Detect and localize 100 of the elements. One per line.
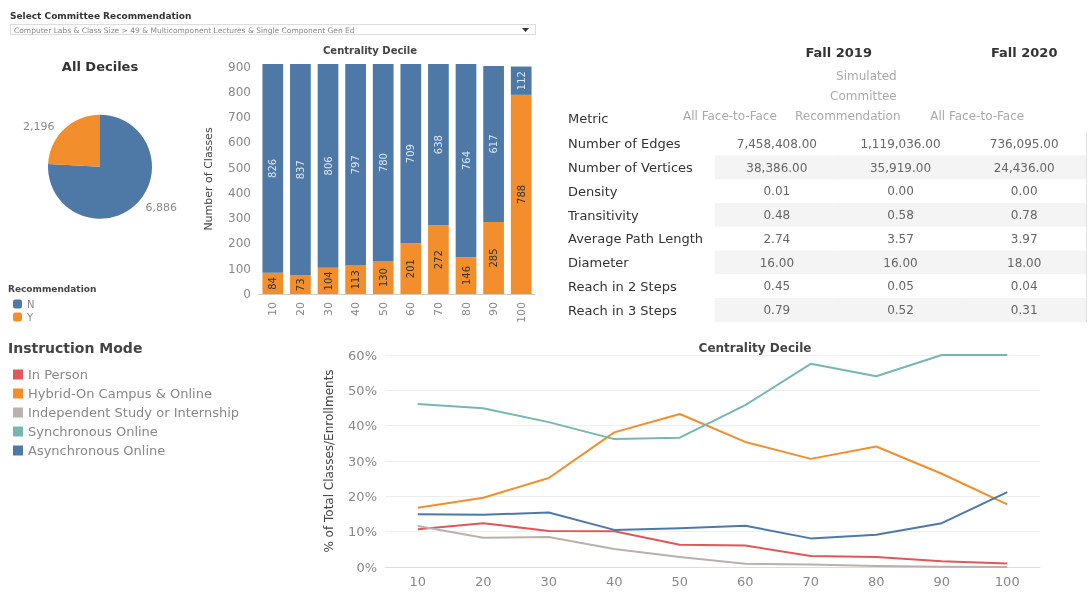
data-label: 112 [515, 71, 527, 91]
data-label: 146 [460, 266, 472, 286]
data-label: 617 [488, 134, 500, 154]
data-label: 0.78 [1010, 208, 1038, 223]
data-label: 7,458,408.00 [736, 136, 817, 151]
x-tick-label: 40 [349, 302, 363, 316]
x-tick-label: All Face-to-Face [930, 109, 1025, 123]
y-tick-label: 800 [228, 84, 251, 99]
y-tick-label: Density [568, 183, 618, 199]
x-tick-label: 20 [293, 302, 307, 316]
line-series [416, 354, 1009, 441]
bar [345, 64, 366, 266]
bar [262, 64, 284, 273]
data-label: 3.57 [887, 231, 914, 246]
legend-label: Synchronous Online [28, 424, 158, 439]
data-label: 0.05 [887, 279, 914, 294]
x-tick-label: 80 [459, 302, 473, 316]
data-label: 2,196 [22, 119, 55, 133]
data-label: 638 [432, 135, 444, 155]
y-tick-label: Reach in 2 Steps [568, 278, 677, 294]
bar [483, 66, 504, 222]
legend-title: Instruction Mode [8, 340, 143, 356]
legend-label: Independent Study or Internship [28, 405, 240, 420]
data-label: 788 [515, 184, 527, 204]
x-tick-label: 10 [266, 302, 280, 316]
data-label: 73 [294, 278, 306, 292]
y-tick-label: 300 [228, 211, 251, 226]
x-tick-label: 50 [376, 302, 390, 316]
y-axis-title: Metric [568, 110, 609, 126]
legend-title: Recommendation [8, 283, 97, 294]
text: Fall 2020 [990, 44, 1058, 60]
bar [290, 64, 311, 276]
text: Fall 2019 [805, 44, 872, 60]
y-tick-label: 60% [348, 347, 377, 363]
x-tick-label: 70 [802, 574, 820, 589]
legend-label: Hybrid-On Campus & Online [28, 386, 212, 401]
y-axis-title: Number of Classes [202, 127, 215, 231]
data-label: 16.00 [759, 255, 795, 270]
y-tick-label: 700 [228, 110, 251, 125]
data-label: 806 [322, 156, 334, 176]
x-tick-label: 40 [605, 574, 623, 589]
data-label: 201 [405, 259, 417, 279]
chart-title: All Deciles [61, 59, 139, 74]
y-tick-label: 20% [348, 488, 377, 504]
chart-title: Centrality Decile [323, 44, 418, 56]
data-label: 0.45 [763, 279, 791, 294]
bar [428, 225, 449, 294]
data-label: 0.58 [887, 208, 914, 223]
x-tick-label: 10 [409, 574, 427, 589]
data-label: 0.52 [887, 303, 914, 318]
y-tick-label: Number of Edges [568, 136, 681, 152]
x-tick-label: 20 [474, 574, 492, 589]
data-label: 272 [432, 250, 444, 270]
y-tick-label: 200 [228, 236, 251, 251]
y-tick-label: 500 [228, 160, 251, 175]
bar [345, 265, 366, 294]
data-label: 0.00 [1010, 184, 1038, 199]
y-tick-label: 40% [348, 418, 377, 434]
x-tick-label: 60 [404, 302, 418, 316]
data-label: 0.48 [763, 208, 791, 223]
x-tick-label: Simulated Committee Recommendation [795, 69, 901, 123]
x-tick-label: 80 [867, 574, 885, 589]
y-tick-label: Transitivity [567, 207, 640, 223]
data-label: 18.00 [1006, 255, 1042, 270]
data-label: 709 [405, 144, 417, 164]
data-label: 84 [267, 277, 279, 290]
data-label: 130 [377, 268, 389, 288]
data-label: 104 [322, 271, 334, 291]
y-tick-label: 30% [348, 453, 377, 469]
x-tick-label: All Face-to-Face [682, 109, 777, 123]
x-tick-label: 100 [994, 574, 1020, 589]
x-tick-label: 50 [671, 574, 689, 589]
data-label: 1,119,036.00 [860, 136, 941, 151]
data-label: 2.74 [763, 231, 791, 246]
data-label: 837 [294, 160, 306, 180]
legend-label: Y [26, 311, 34, 323]
y-tick-label: Average Path Length [568, 231, 704, 247]
x-tick-label: 90 [487, 302, 501, 316]
y-tick-label: Number of Vertices [568, 160, 694, 176]
line-series [416, 491, 1009, 540]
bar [372, 64, 394, 262]
data-label: 0.00 [887, 184, 914, 199]
bar [483, 221, 504, 294]
data-label: 0.79 [763, 303, 791, 318]
data-label: 38,386.00 [746, 160, 808, 175]
data-label: 3.97 [1010, 231, 1038, 246]
x-tick-label: 100 [514, 302, 528, 323]
legend-label: In Person [28, 367, 88, 382]
data-label: 797 [350, 155, 362, 175]
y-tick-label: 400 [228, 185, 251, 200]
y-tick-label: 600 [228, 135, 251, 150]
x-tick-label: 70 [431, 302, 445, 316]
data-label: 0.04 [1010, 279, 1038, 294]
data-label: 24,436.00 [993, 160, 1055, 175]
y-axis-title: % of Total Classes/Enrollments [322, 369, 336, 553]
data-label: 16.00 [883, 255, 918, 270]
bar [400, 243, 422, 294]
y-tick-label: Diameter [568, 255, 630, 271]
y-tick-label: 10% [348, 524, 377, 540]
bar [428, 64, 449, 226]
